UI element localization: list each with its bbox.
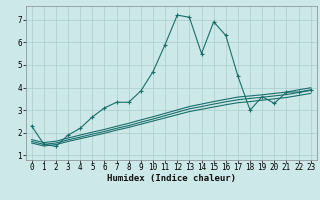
X-axis label: Humidex (Indice chaleur): Humidex (Indice chaleur) (107, 174, 236, 183)
